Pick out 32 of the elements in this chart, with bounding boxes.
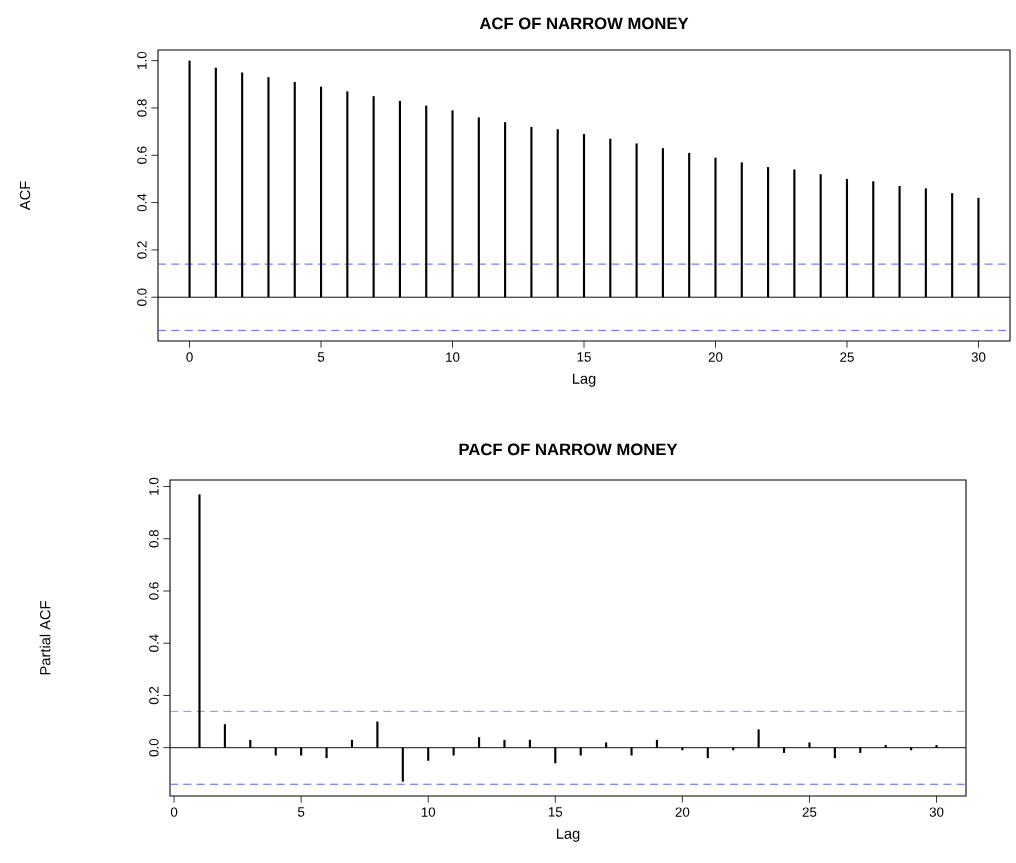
y-tick-label: 0.6 bbox=[149, 582, 159, 600]
chart-title: PACF OF NARROW MONEY bbox=[459, 443, 678, 456]
x-tick-label: 25 bbox=[802, 807, 817, 817]
x-axis-title: Lag bbox=[572, 373, 596, 387]
x-tick-label: 5 bbox=[297, 807, 305, 817]
x-tick-label: 0 bbox=[186, 352, 193, 362]
y-tick-label: 0.2 bbox=[149, 686, 159, 705]
y-axis-title: Partial ACF bbox=[39, 601, 51, 675]
y-tick-label: 0.2 bbox=[137, 241, 147, 259]
x-tick-label: 30 bbox=[929, 807, 944, 817]
chart-title: ACF OF NARROW MONEY bbox=[479, 17, 689, 30]
y-tick-label: 0.0 bbox=[137, 288, 147, 306]
x-tick-label: 20 bbox=[675, 807, 690, 817]
y-tick-label: 0.8 bbox=[137, 99, 147, 117]
y-axis-title: ACF bbox=[19, 181, 31, 211]
y-tick-label: 0.6 bbox=[137, 146, 147, 165]
x-axis-title: Lag bbox=[556, 828, 580, 842]
y-tick-label: 0.0 bbox=[149, 738, 159, 757]
x-tick-label: 15 bbox=[548, 807, 563, 817]
y-tick-label: 0.4 bbox=[137, 193, 147, 212]
y-tick-label: 0.8 bbox=[149, 530, 159, 548]
x-tick-label: 10 bbox=[446, 352, 460, 362]
x-tick-label: 25 bbox=[840, 352, 854, 362]
x-tick-label: 5 bbox=[317, 352, 325, 362]
y-tick-label: 1.0 bbox=[149, 477, 159, 495]
x-tick-label: 20 bbox=[708, 352, 723, 362]
x-tick-label: 30 bbox=[971, 352, 986, 362]
y-tick-label: 1.0 bbox=[137, 51, 147, 69]
y-tick-label: 0.4 bbox=[149, 634, 159, 652]
x-tick-label: 0 bbox=[170, 807, 178, 817]
x-tick-label: 10 bbox=[421, 807, 436, 817]
x-tick-label: 15 bbox=[577, 352, 591, 362]
